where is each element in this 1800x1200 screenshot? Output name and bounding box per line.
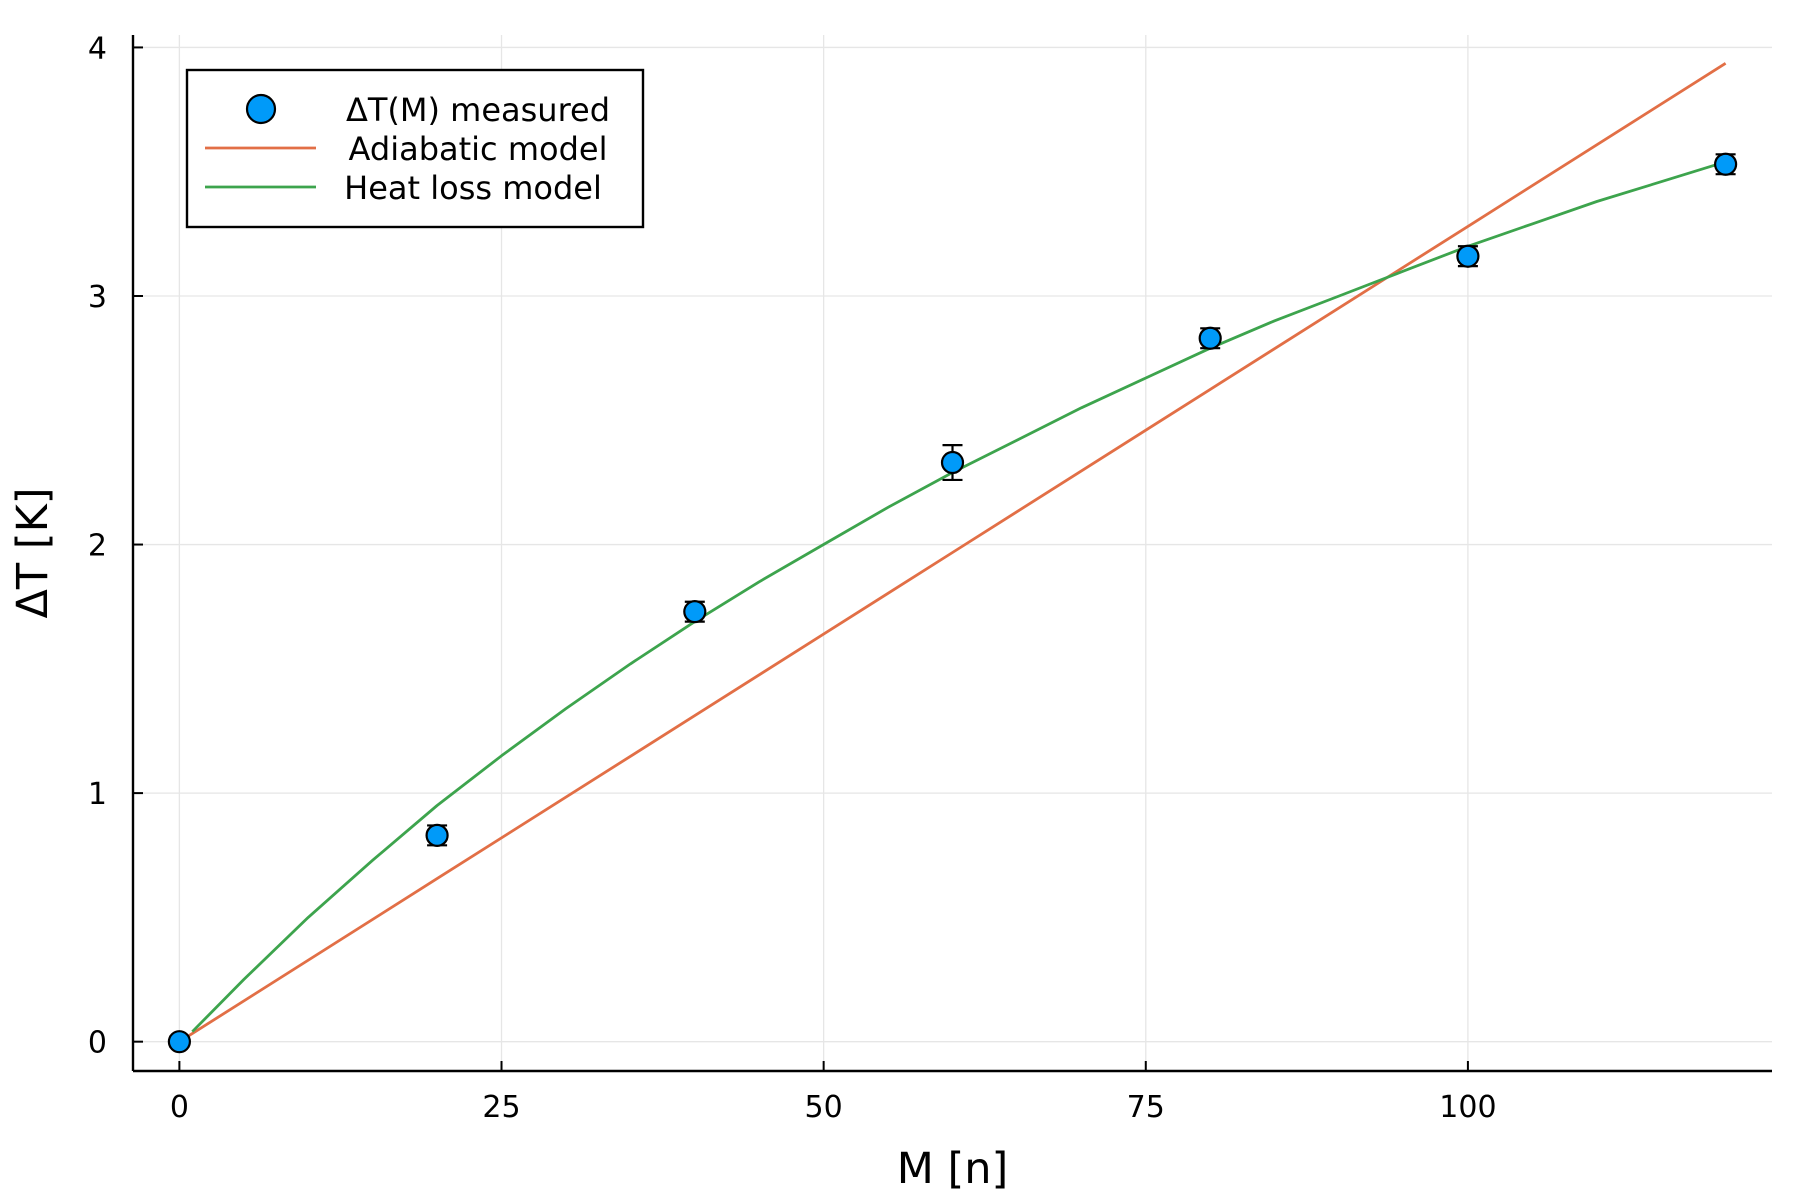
y-tick-label: 3	[88, 280, 107, 315]
legend-marker-measured	[245, 93, 277, 125]
data-point	[1456, 244, 1480, 268]
y-tick-label: 2	[88, 529, 107, 564]
data-point	[1714, 152, 1738, 176]
y-tick-label: 0	[88, 1026, 107, 1061]
legend: ΔT(M) measured Adiabatic model Heat loss…	[185, 68, 645, 229]
y-tick-label: 1	[88, 777, 107, 812]
data-point	[683, 600, 707, 624]
y-tick-label: 4	[88, 31, 107, 66]
data-point	[1198, 326, 1222, 350]
data-point	[167, 1030, 191, 1054]
legend-label-measured: ΔT(M) measured	[346, 91, 610, 129]
adiabatic-model-line	[178, 62, 1727, 1043]
x-tick-label: 75	[1127, 1090, 1165, 1125]
x-tick-label: 0	[170, 1090, 189, 1125]
heat-loss-model-line	[191, 160, 1727, 1033]
x-tick-label: 100	[1439, 1090, 1496, 1125]
x-tick-label: 50	[805, 1090, 843, 1125]
x-axis-label: M [n]	[897, 1144, 1009, 1194]
legend-label-adiabatic: Adiabatic model	[349, 130, 608, 168]
data-point	[425, 823, 449, 847]
legend-label-heat-loss: Heat loss model	[344, 169, 602, 207]
data-point	[940, 450, 965, 475]
y-axis-label: ΔT [K]	[8, 487, 58, 618]
axes	[131, 35, 1772, 1073]
axis-ticks: 0 25 50 75 100 0 1 2 3 4	[88, 31, 1497, 1125]
plot-series	[167, 62, 1738, 1054]
x-tick-label: 25	[482, 1090, 520, 1125]
